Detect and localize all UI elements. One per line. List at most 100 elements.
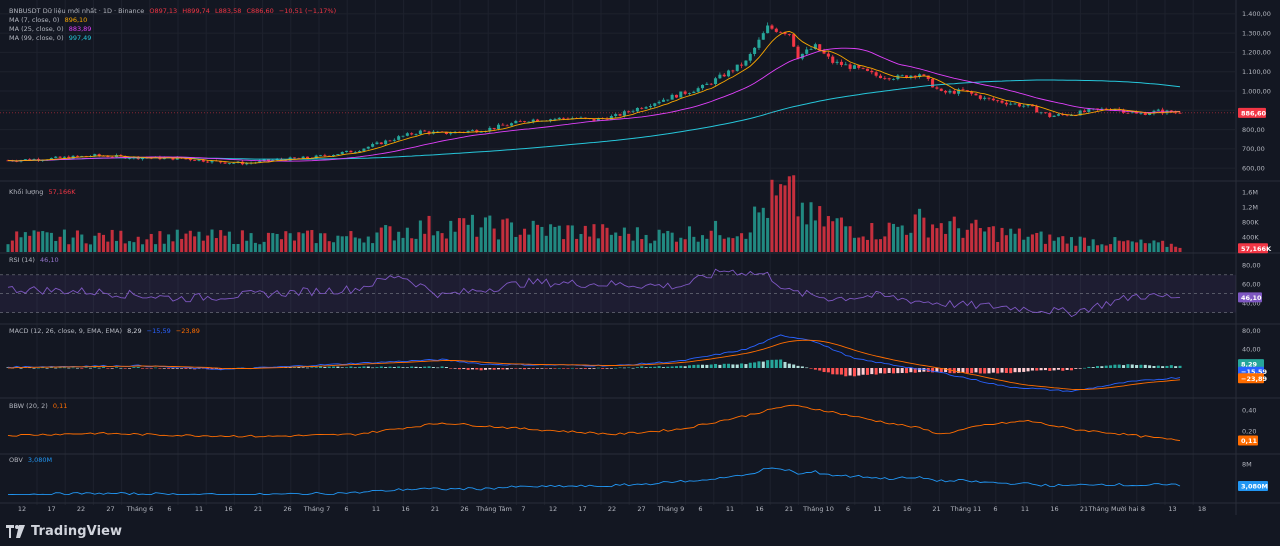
bbw-last-label: 0,11 (1241, 437, 1258, 445)
volume-bar (944, 233, 948, 252)
candle-body (193, 160, 197, 161)
macd-histogram-bar (436, 367, 440, 369)
volume-bar (839, 217, 843, 252)
volume-bar (874, 239, 878, 252)
candle-body (562, 117, 566, 119)
volume-bar (49, 232, 53, 252)
obv-last-tag (1238, 480, 1268, 491)
volume-bar (1096, 245, 1100, 252)
volume-bar (453, 231, 457, 252)
volume-bar (622, 227, 626, 252)
obv-last-label: 3,080M (1241, 482, 1268, 490)
candle-body (787, 34, 791, 35)
volume-bar (813, 220, 817, 252)
macd-histogram-bar (718, 364, 722, 368)
macd-histogram-bar (440, 366, 444, 368)
candle-body (687, 93, 692, 94)
macd-signal-value: −23,89 (175, 327, 200, 335)
volume-bar (19, 237, 23, 252)
candle-body (388, 140, 392, 142)
macd-histogram-bar (531, 368, 535, 369)
volume-bar (957, 228, 961, 252)
volume-bar (1030, 234, 1034, 252)
macd-histogram-bar (596, 367, 600, 369)
obv-legend[interactable]: OBV 3,080M (9, 456, 52, 465)
time-axis-label: 11 (873, 505, 881, 513)
candle-body (175, 157, 179, 160)
volume-bar (570, 225, 574, 252)
rsi-label: RSI (14) (9, 256, 35, 264)
macd-histogram-bar (562, 368, 566, 369)
macd-histogram-bar (1087, 366, 1091, 368)
volume-last-tag (1238, 243, 1268, 254)
volume-bar (110, 229, 114, 252)
volume-bar (831, 221, 835, 252)
candle-body (1113, 109, 1117, 111)
ma7-legend[interactable]: MA (7, close, 0) 896,10 (9, 16, 87, 25)
time-axis-label: 16 (224, 505, 232, 513)
candle-body (75, 155, 79, 157)
macd-histogram-bar (1161, 366, 1165, 368)
volume-bar (444, 238, 448, 252)
bbw-legend[interactable]: BBW (20, 2) 0,11 (9, 402, 67, 411)
volume-bar (674, 241, 678, 252)
macd-histogram-bar (905, 368, 909, 374)
volume-bar (744, 238, 748, 252)
macd-histogram-bar (180, 368, 184, 369)
volume-bar (1178, 247, 1182, 252)
candle-body (1052, 115, 1056, 117)
candle-body (883, 78, 887, 79)
macd-histogram-bar (813, 368, 817, 370)
macd-histogram-bar (900, 368, 904, 373)
tradingview-brand[interactable]: TradingView (6, 523, 122, 539)
candle-body (110, 157, 114, 158)
volume-bar (93, 235, 97, 252)
candle-body (826, 53, 830, 57)
macd-histogram-bar (1052, 368, 1056, 371)
volume-bar (440, 233, 444, 252)
candle-body (67, 156, 71, 159)
macd-histogram-bar (1174, 366, 1178, 368)
volume-bar (709, 230, 713, 252)
volume-bar (392, 240, 396, 252)
macd-histogram-bar (896, 368, 900, 374)
rsi-legend[interactable]: RSI (14) 46,10 (9, 256, 59, 265)
volume-bar (826, 216, 830, 252)
macd-histogram-bar (1091, 367, 1095, 368)
volume-bar (10, 240, 14, 252)
candle-body (1013, 103, 1017, 105)
volume-bar (661, 233, 665, 252)
volume-legend[interactable]: Khối lượng 57,166K (9, 188, 75, 197)
volume-bar (761, 207, 765, 252)
time-axis-label: 6 (344, 505, 348, 513)
volume-bar (531, 220, 535, 252)
candle-body (384, 140, 388, 145)
volume-bar (1091, 239, 1095, 252)
time-axis-label: 16 (755, 505, 763, 513)
time-axis-label: 21 (932, 505, 940, 513)
candle-body (627, 111, 631, 113)
candle-body (223, 162, 227, 164)
macd-histogram-bar (45, 367, 49, 369)
macd-histogram-bar (345, 367, 349, 368)
macd-line-value: −15,59 (146, 327, 171, 335)
volume-bar (523, 228, 527, 252)
ma25-legend[interactable]: MA (25, close, 0) 883,89 (9, 25, 91, 34)
macd-histogram-bar (110, 368, 114, 369)
bbw-tick-label: 0,20 (1242, 428, 1256, 436)
time-axis-label: 26 (283, 505, 291, 513)
ma99-legend[interactable]: MA (99, close, 0) 997,49 (9, 34, 91, 43)
candle-body (974, 93, 978, 96)
candle-body (618, 114, 622, 116)
candle-body (926, 75, 930, 79)
volume-bar (253, 242, 257, 252)
macd-histogram-bar (501, 368, 505, 370)
macd-histogram-bar (818, 368, 822, 371)
volume-bar (501, 219, 505, 252)
macd-legend[interactable]: MACD (12, 26, close, 9, EMA, EMA) 8,29 −… (9, 327, 200, 336)
macd-histogram-bar (922, 368, 926, 372)
volume-bar (818, 206, 822, 252)
volume-bar (1165, 246, 1169, 252)
